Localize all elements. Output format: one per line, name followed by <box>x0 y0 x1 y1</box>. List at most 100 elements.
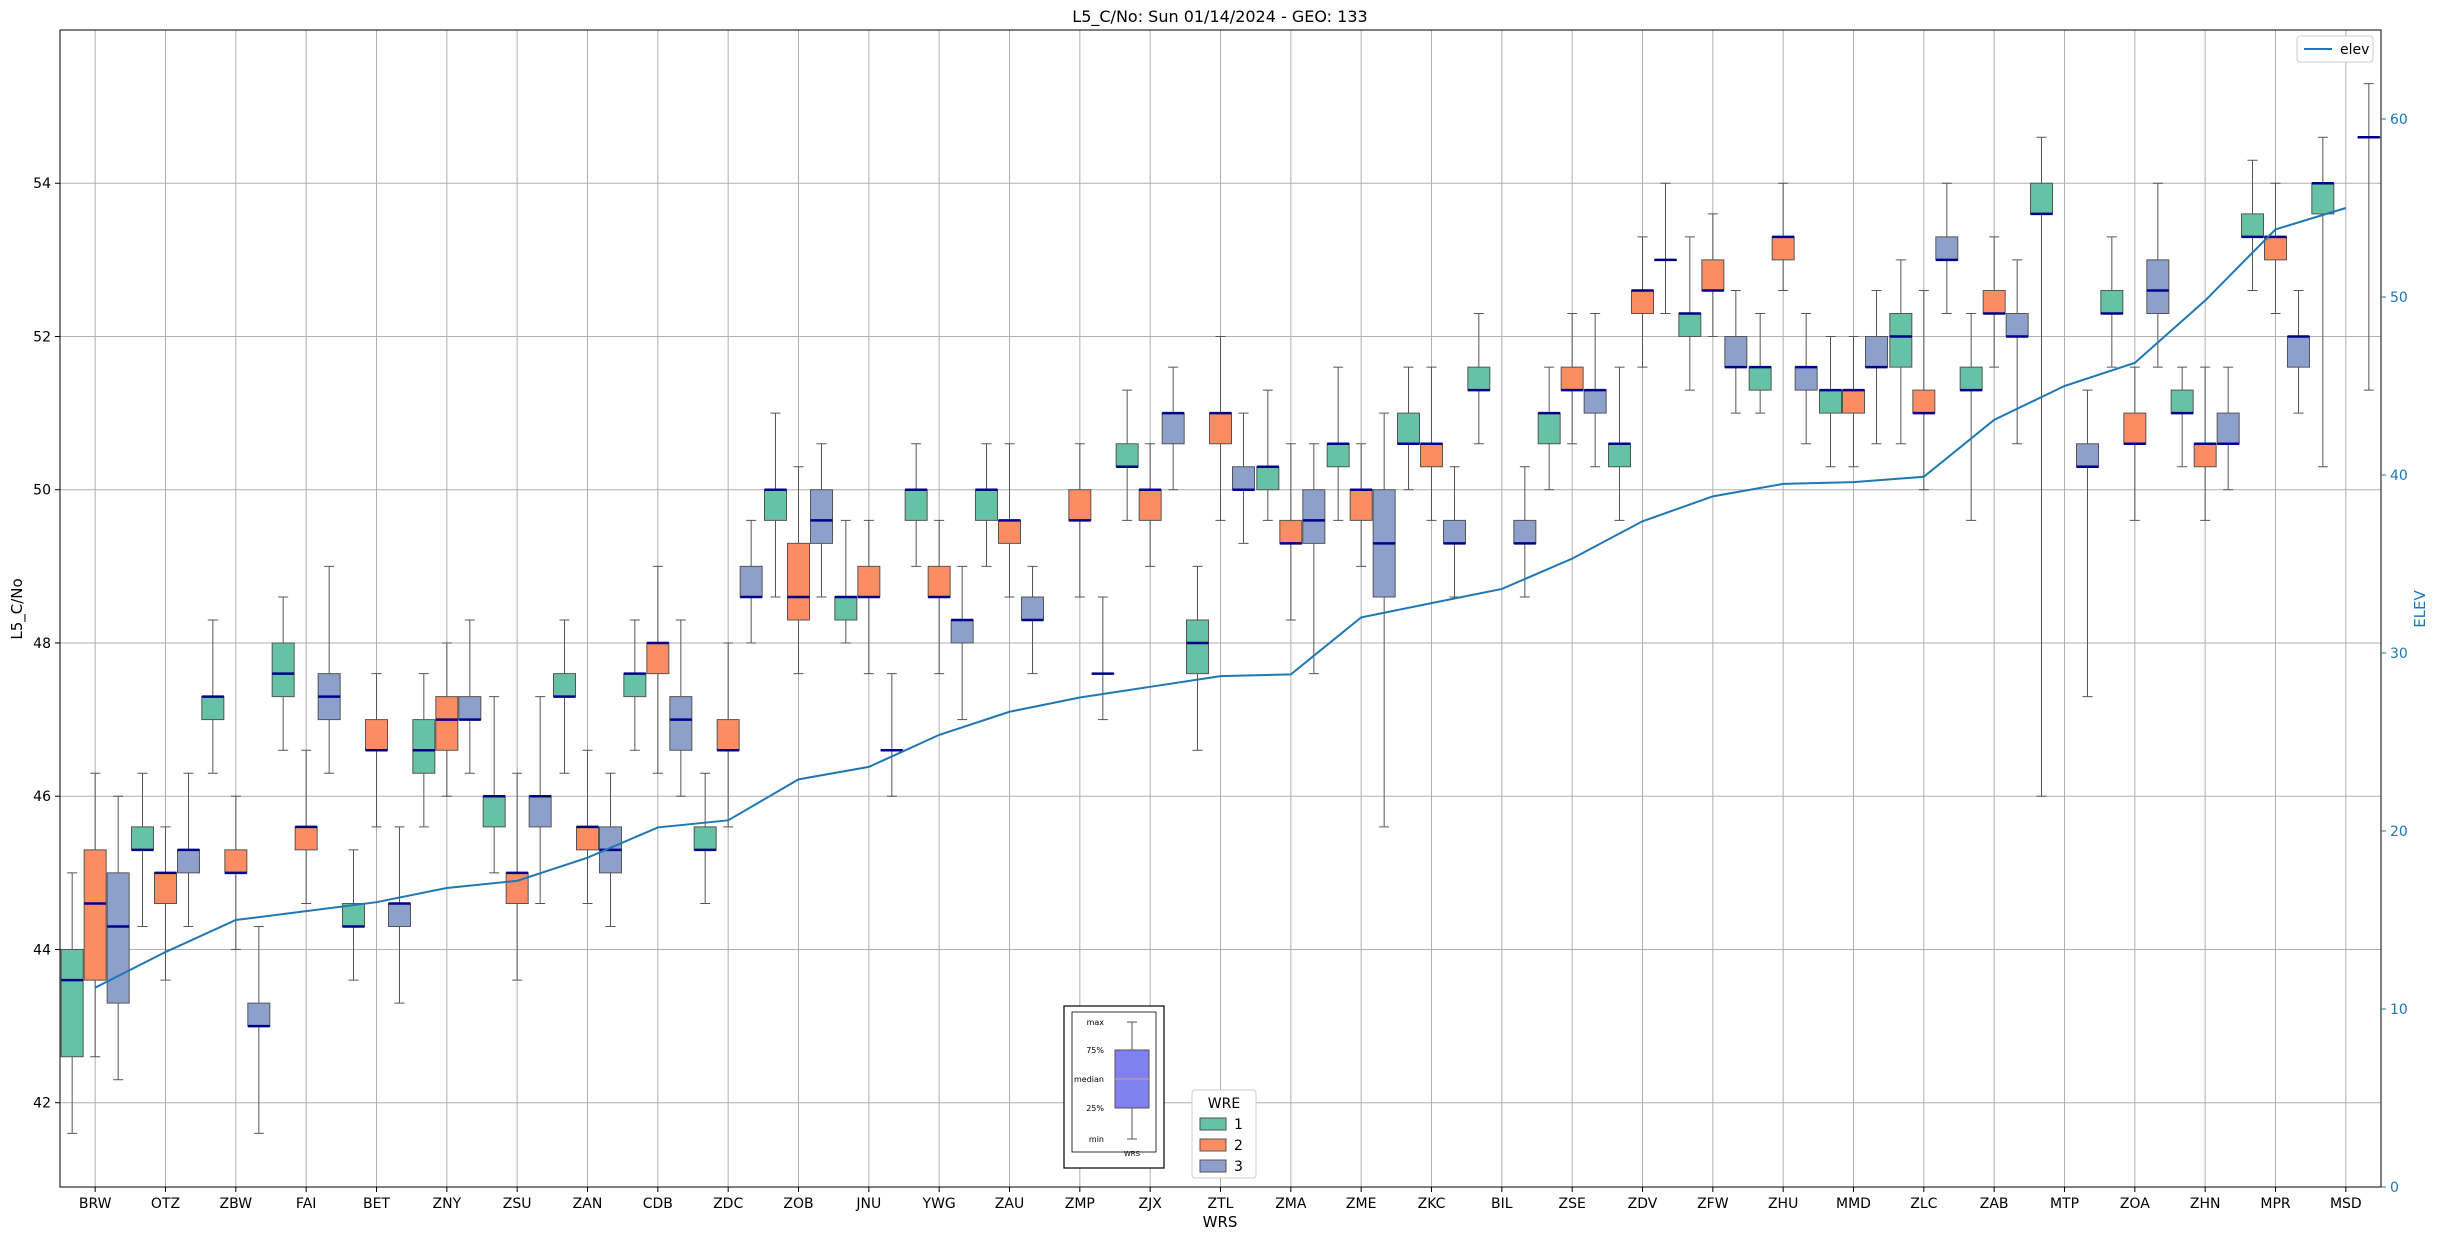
box-body <box>1115 443 1139 468</box>
box-zdv-wre1 <box>1608 366 1631 521</box>
box-zob-wre3 <box>810 443 833 598</box>
box-zhu-wre1 <box>1748 313 1772 414</box>
box-zfw-wre3 <box>1724 290 1748 414</box>
box-body <box>1701 259 1725 292</box>
x-tick-label: ZMA <box>1275 1196 1307 1212</box>
box-body <box>2030 182 2053 215</box>
box-body <box>2216 412 2240 445</box>
box-zjx-wre1 <box>1115 389 1139 521</box>
box-body <box>810 489 833 544</box>
y-tick-label: 48 <box>33 636 51 652</box>
box-body <box>2170 389 2194 414</box>
legend-title: WRE <box>1208 1096 1240 1112</box>
box-ztl-wre2 <box>1209 335 1232 521</box>
box-body <box>576 826 599 851</box>
box-body <box>2287 335 2310 368</box>
x-tick-label: ZTL <box>1208 1196 1234 1212</box>
box-body <box>1771 236 1795 261</box>
box-zkc-wre1 <box>1397 366 1420 491</box>
box-body <box>1794 366 1818 391</box>
box-zma-wre1 <box>1256 389 1280 521</box>
box-body <box>247 1002 271 1027</box>
key-label: 25% <box>1086 1104 1104 1113</box>
box-mpr-wre1 <box>2241 159 2264 292</box>
box-body <box>1842 389 1865 414</box>
box-body <box>669 696 693 751</box>
box-fai-wre3 <box>317 565 341 774</box>
x-tick-label: OTZ <box>151 1196 180 1212</box>
box-zme-wre2 <box>1349 443 1373 567</box>
key-xlabel: WRS <box>1124 1150 1141 1158</box>
box-body <box>1748 366 1772 391</box>
x-tick-label: ZLC <box>1910 1196 1937 1212</box>
box-body <box>271 642 295 698</box>
box-zny-wre2 <box>435 642 459 797</box>
box-body <box>1865 335 1888 368</box>
box-body <box>365 719 388 751</box>
elev-series-line <box>94 207 2347 989</box>
legend-label-wre2: 2 <box>1234 1138 1243 1154</box>
box-body <box>975 489 998 521</box>
box-zoa-wre3 <box>2146 182 2170 368</box>
box-body <box>458 696 482 721</box>
box-body <box>2100 290 2124 315</box>
box-zjx-wre3 <box>1161 366 1185 491</box>
box-body <box>1537 412 1561 445</box>
x-tick-label: MSD <box>2330 1196 2362 1212</box>
box-bet-wre1 <box>342 849 365 981</box>
legend-label-wre3: 3 <box>1234 1159 1243 1175</box>
x-tick-label: ZOB <box>783 1196 813 1212</box>
box-zny-wre1 <box>412 673 436 828</box>
box-otz-wre1 <box>131 772 154 927</box>
box-body <box>2076 443 2099 468</box>
x-tick-label: JNU <box>855 1196 881 1212</box>
box-body <box>2241 213 2264 238</box>
box-fai-wre2 <box>294 749 318 904</box>
x-tick-label: ZBW <box>220 1196 253 1212</box>
x-tick-label: ZAU <box>995 1196 1024 1212</box>
box-body <box>1724 335 1748 368</box>
box-zdc-wre2 <box>716 642 740 828</box>
box-zlc-wre1 <box>1889 259 1913 445</box>
x-tick-label: ZAB <box>1980 1196 2009 1212</box>
wre-legend: WRE 1 2 3 <box>1191 1089 1257 1179</box>
box-zse-wre2 <box>1560 313 1584 445</box>
box-msd-wre3 <box>2357 83 2381 391</box>
x-tick-label: BET <box>363 1196 390 1212</box>
box-zbw-wre3 <box>247 925 271 1134</box>
box-body <box>716 719 740 751</box>
x-tick-label: ZKC <box>1418 1196 1446 1212</box>
box-bet-wre3 <box>388 826 411 1004</box>
box-brw-wre1 <box>60 872 84 1134</box>
box-body <box>106 872 130 1004</box>
box-zhn-wre1 <box>2170 366 2194 468</box>
box-body <box>693 826 717 851</box>
box-body <box>528 795 552 828</box>
box-body <box>1443 519 1466 544</box>
x-tick-label: ZOA <box>2120 1196 2150 1212</box>
box-cdb-wre2 <box>646 565 670 774</box>
box-body <box>1608 443 1631 468</box>
y-tick-label: 50 <box>33 483 51 499</box>
box-body <box>2005 313 2029 337</box>
box-body <box>131 826 154 851</box>
chart-title: L5_C/No: Sun 01/14/2024 - GEO: 133 <box>1072 7 1367 27</box>
box-body <box>787 542 810 621</box>
box-body <box>224 849 248 874</box>
legend-swatch-wre1 <box>1199 1117 1227 1131</box>
x-tick-label: ZDV <box>1628 1196 1658 1212</box>
box-zhn-wre3 <box>2216 366 2240 491</box>
box-mmd-wre1 <box>1819 335 1842 468</box>
y2-tick-label: 10 <box>2390 1002 2408 1018</box>
box-body <box>1420 443 1443 468</box>
y-tick-label: 46 <box>33 789 51 805</box>
box-body <box>388 902 411 927</box>
box-fai-wre1 <box>271 596 295 751</box>
box-zdv-wre3 <box>1654 182 1677 315</box>
x-tick-label: BIL <box>1491 1196 1513 1212</box>
box-body <box>1982 290 2006 315</box>
box-body <box>412 719 436 774</box>
box-body <box>904 489 928 521</box>
box-zse-wre3 <box>1583 313 1607 468</box>
